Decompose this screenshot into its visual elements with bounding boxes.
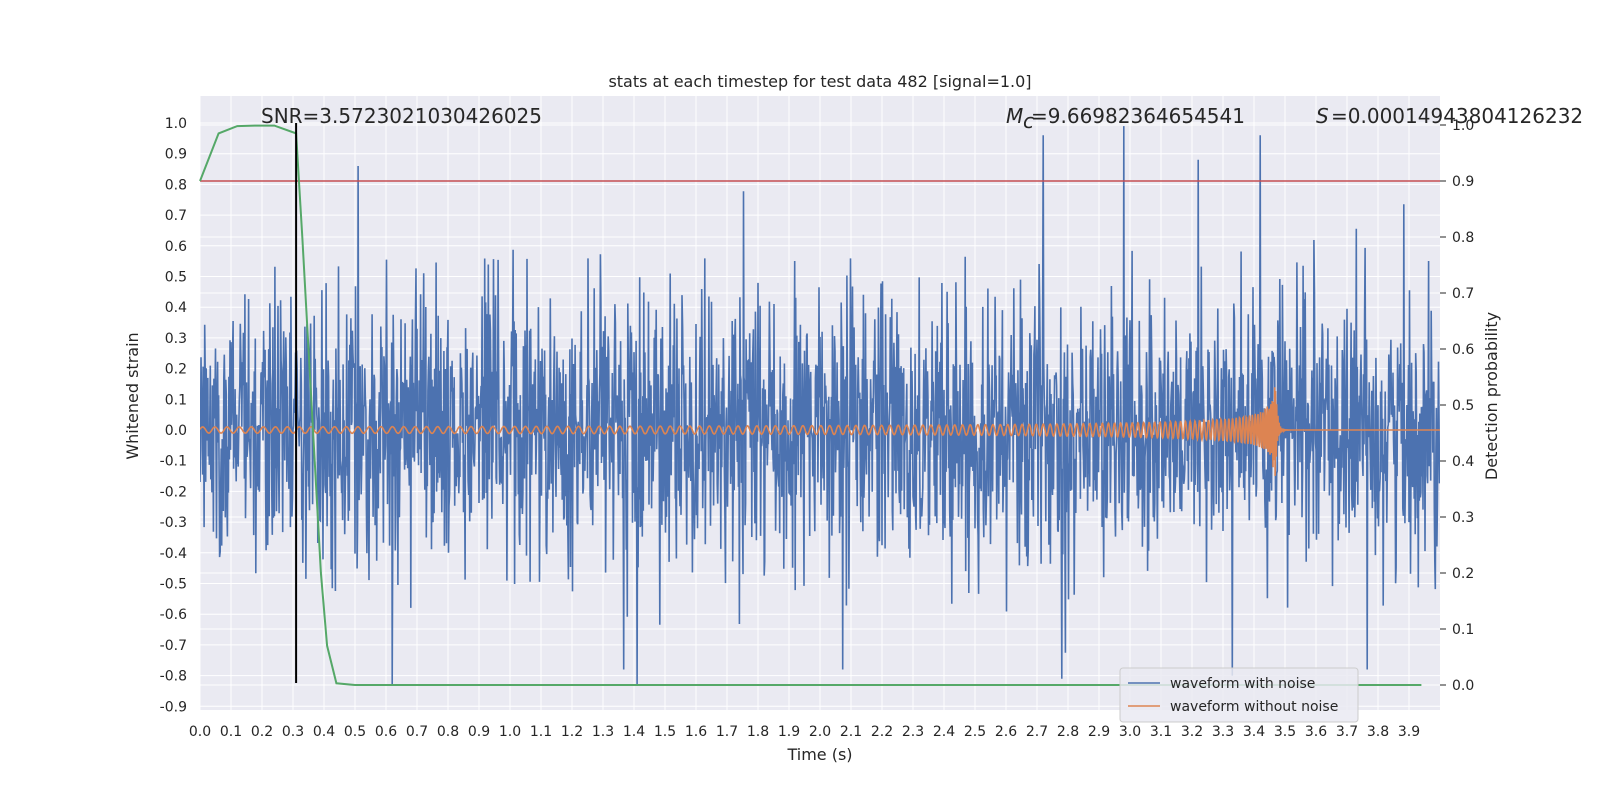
series-waveform-without-noise — [200, 387, 1440, 476]
x-tick-label: 2.3 — [902, 724, 924, 740]
y-axis-label: Whitened strain — [123, 332, 142, 459]
y2-tick-label: 0.4 — [1452, 454, 1474, 470]
x-tick-labels: 0.0 0.1 0.2 0.3 0.4 0.5 0.6 0.7 0.8 0.9 1.0 1.1 1.2 1… — [189, 724, 1420, 740]
y-tick-label: 0.0 — [165, 423, 187, 439]
x-tick-label: 0.6 — [375, 724, 397, 740]
x-tick-label: 3.6 — [1305, 724, 1327, 740]
x-tick-label: 2.1 — [840, 724, 862, 740]
chart-title: stats at each timestep for test data 482… — [608, 72, 1031, 91]
s-annotation: S =0.00014943804126232 — [1316, 104, 1583, 128]
y-tick-label: -0.9 — [160, 699, 187, 715]
y-tick-label: 0.8 — [165, 177, 187, 193]
x-tick-label: 3.3 — [1212, 724, 1234, 740]
x-tick-label: 2.5 — [964, 724, 986, 740]
y-tick-label: 0.9 — [165, 147, 187, 163]
x-tick-label: 3.1 — [1150, 724, 1172, 740]
y2-tick-label: 0.1 — [1452, 622, 1474, 638]
x-tick-label: 2.8 — [1057, 724, 1079, 740]
y2-tick-label: 0.2 — [1452, 566, 1474, 582]
y-tick-label: -0.8 — [160, 669, 187, 685]
x-tick-label: 1.7 — [716, 724, 738, 740]
legend-box — [1119, 667, 1359, 723]
y-tick-label: 0.7 — [165, 208, 187, 224]
x-tick-label: 1.8 — [747, 724, 769, 740]
noise-line — [200, 126, 1440, 685]
x-tick-label: 3.5 — [1274, 724, 1296, 740]
probability-line — [199, 124, 1422, 686]
x-tick-label: 1.5 — [654, 724, 676, 740]
y2-axis-label: Detection probability — [1482, 312, 1501, 480]
mc-subscript: c — [1023, 109, 1034, 133]
y2-tick-label: 0.9 — [1452, 174, 1474, 190]
legend-label-clean: waveform without noise — [1170, 699, 1338, 715]
y-tick-labels: 1.0 0.9 0.8 0.7 0.6 0.5 0.4 0.3 0.2 0.1 0.0 -0.1 -0.… — [160, 116, 187, 715]
series-detection-probability — [199, 124, 1422, 686]
y2-tick-label: 0.6 — [1452, 342, 1474, 358]
x-tick-label: 2.7 — [1026, 724, 1048, 740]
x-tick-label: 1.4 — [623, 724, 645, 740]
y2-tick-label: 0.7 — [1452, 286, 1474, 302]
x-tick-label: 3.8 — [1367, 724, 1389, 740]
legend: waveform with noise waveform without noi… — [1119, 667, 1359, 723]
x-tick-label: 0.0 — [189, 724, 211, 740]
y-tick-label: 0.2 — [165, 362, 187, 378]
y-tick-label: -0.1 — [160, 454, 187, 470]
y2-tick-label: 0.3 — [1452, 510, 1474, 526]
x-tick-label: 1.0 — [499, 724, 521, 740]
x-tick-label: 0.9 — [468, 724, 490, 740]
x-tick-label: 3.7 — [1336, 724, 1358, 740]
y2-tick-label: 0.0 — [1452, 678, 1474, 694]
y-tick-label: -0.3 — [160, 515, 187, 531]
x-tick-label: 3.9 — [1398, 724, 1420, 740]
chirp-mass-annotation: M c =9.66982364654541 — [1006, 104, 1245, 133]
x-tick-label: 2.2 — [871, 724, 893, 740]
series-waveform-with-noise — [200, 126, 1440, 685]
x-tick-label: 1.3 — [592, 724, 614, 740]
s-value: =0.00014943804126232 — [1331, 104, 1583, 128]
x-tick-label: 0.1 — [220, 724, 242, 740]
y-tick-label: -0.7 — [160, 638, 187, 654]
mc-value: =9.66982364654541 — [1031, 104, 1245, 128]
y-tick-label: 0.3 — [165, 331, 187, 347]
snr-annotation: SNR=3.5723021030426025 — [261, 104, 542, 128]
x-tick-label: 0.2 — [251, 724, 273, 740]
y-tick-label: 1.0 — [165, 116, 187, 132]
x-tick-label: 0.4 — [313, 724, 335, 740]
x-tick-label: 0.3 — [282, 724, 304, 740]
x-tick-label: 0.5 — [344, 724, 366, 740]
y-tick-label: -0.4 — [160, 546, 187, 562]
x-tick-label: 3.2 — [1181, 724, 1203, 740]
x-tick-label: 0.8 — [437, 724, 459, 740]
chirp-line — [200, 387, 1440, 476]
x-axis-label: Time (s) — [786, 745, 852, 764]
mc-symbol: M — [1006, 104, 1023, 128]
y2-tick-label: 0.5 — [1452, 398, 1474, 414]
y-tick-label: 0.5 — [165, 270, 187, 286]
s-symbol: S — [1316, 104, 1329, 128]
y-tick-label: 0.6 — [165, 239, 187, 255]
y-tick-label: 0.4 — [165, 300, 187, 316]
x-tick-label: 2.4 — [933, 724, 955, 740]
y-tick-label: 0.1 — [165, 392, 187, 408]
y-tick-label: -0.2 — [160, 484, 187, 500]
x-tick-label: 1.1 — [530, 724, 552, 740]
x-tick-label: 1.6 — [685, 724, 707, 740]
y2-tick-label: 1.0 — [1452, 118, 1474, 134]
y-tick-label: -0.6 — [160, 607, 187, 623]
x-tick-label: 2.9 — [1088, 724, 1110, 740]
x-tick-label: 0.7 — [406, 724, 428, 740]
x-tick-label: 1.2 — [561, 724, 583, 740]
x-tick-label: 3.0 — [1119, 724, 1141, 740]
legend-label-noise: waveform with noise — [1170, 676, 1315, 692]
x-tick-label: 1.9 — [778, 724, 800, 740]
y2-tick-label: 0.8 — [1452, 230, 1474, 246]
x-tick-label: 2.0 — [809, 724, 831, 740]
y-tick-label: -0.5 — [160, 577, 187, 593]
x-tick-label: 3.4 — [1243, 724, 1265, 740]
x-tick-label: 2.6 — [995, 724, 1017, 740]
y2-tick-labels: 1.0 0.9 0.8 0.7 0.6 0.5 0.4 0.3 0.2 0.1 0.0 — [1440, 118, 1474, 694]
